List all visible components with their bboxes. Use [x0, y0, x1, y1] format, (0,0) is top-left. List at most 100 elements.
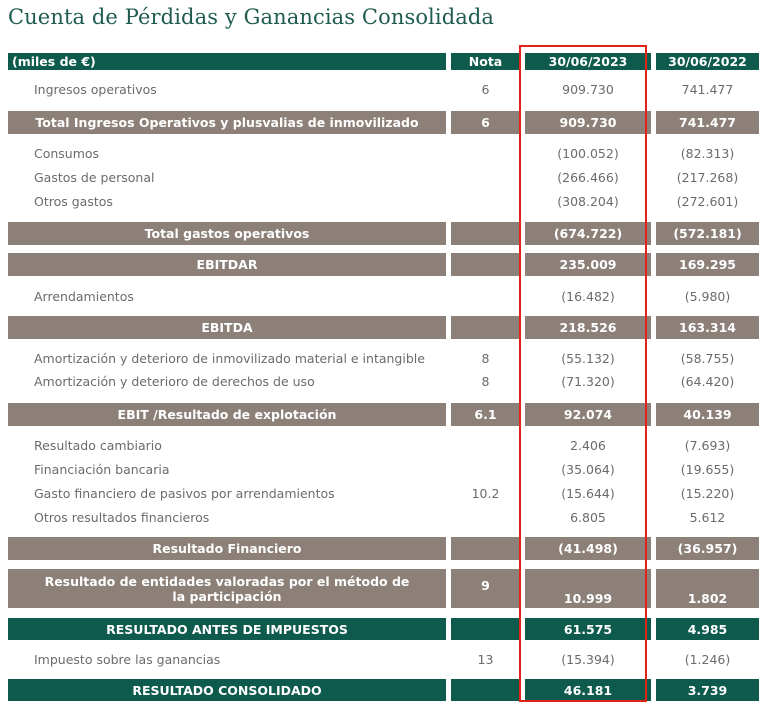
row-nota — [451, 316, 520, 339]
total-row: Resultado Financiero (41.498) (36.957) — [8, 537, 759, 560]
row-value-2022: (572.181) — [656, 222, 759, 245]
row-nota — [451, 434, 520, 456]
row-value-2022: 3.739 — [656, 679, 759, 701]
table-row: Otros resultados financieros 6.805 5.612 — [8, 506, 759, 528]
row-nota — [451, 142, 520, 164]
row-value-2022: 5.612 — [689, 509, 726, 525]
row-nota — [451, 618, 520, 640]
row-value-2023: (674.722) — [525, 222, 651, 245]
row-nota — [451, 222, 520, 245]
row-value-2022: (58.755) — [680, 350, 735, 366]
total-row: Total gastos operativos (674.722) (572.1… — [8, 222, 759, 245]
table-row: Financiación bancaria (35.064) (19.655) — [8, 458, 759, 480]
row-value-2023: (41.498) — [525, 537, 651, 560]
row-label: Amortización y deterioro de derechos de … — [34, 373, 315, 389]
row-label: Arrendamientos — [34, 288, 134, 304]
row-value-2023: (35.064) — [561, 461, 615, 477]
page-title: Cuenta de Pérdidas y Ganancias Consolida… — [8, 5, 495, 29]
row-label: Gasto financiero de pasivos por arrendam… — [34, 485, 335, 501]
row-label: RESULTADO ANTES DE IMPUESTOS — [8, 618, 446, 640]
row-value-2023: 218.526 — [525, 316, 651, 339]
row-value-2023: (100.052) — [557, 145, 619, 161]
row-nota: 9 — [451, 569, 520, 608]
total-row: EBITDA 218.526 163.314 — [8, 316, 759, 339]
row-value-2022: (15.220) — [680, 485, 735, 501]
header-date-2023: 30/06/2023 — [525, 53, 651, 70]
row-value-2022: 4.985 — [656, 618, 759, 640]
row-value-2022: (19.655) — [680, 461, 735, 477]
row-label: Resultado Financiero — [8, 537, 446, 560]
row-value-2022: (1.246) — [684, 651, 731, 667]
row-value-2023: (266.466) — [557, 169, 619, 185]
row-label: EBITDA — [8, 316, 446, 339]
row-value-2023: (16.482) — [561, 288, 615, 304]
total-row: EBITDAR 235.009 169.295 — [8, 253, 759, 276]
row-value-2023: (15.394) — [561, 651, 615, 667]
row-value-2023: 61.575 — [525, 618, 651, 640]
row-nota — [451, 506, 520, 528]
row-label: Resultado cambiario — [34, 437, 162, 453]
row-label: Gastos de personal — [34, 169, 155, 185]
row-value-2022: (82.313) — [680, 145, 735, 161]
row-value-2022: (217.268) — [676, 169, 739, 185]
row-nota — [451, 190, 520, 212]
row-nota — [451, 537, 520, 560]
row-label: Total gastos operativos — [8, 222, 446, 245]
row-label: EBIT /Resultado de explotación — [8, 403, 446, 426]
header-label: (miles de €) — [8, 53, 446, 70]
row-value-2023: 10.999 — [525, 569, 651, 608]
row-nota — [451, 458, 520, 480]
row-value-2023: (15.644) — [561, 485, 615, 501]
row-value-2023: 2.406 — [570, 437, 606, 453]
row-nota — [451, 166, 520, 188]
row-nota — [451, 253, 520, 276]
row-value-2023: (71.320) — [561, 373, 615, 389]
row-nota: 6.1 — [451, 403, 520, 426]
row-value-2022: (36.957) — [656, 537, 759, 560]
row-value-2022: 741.477 — [656, 111, 759, 134]
row-value-2022: (272.601) — [676, 193, 739, 209]
table-row: Ingresos operativos 6 909.730 741.477 — [8, 78, 759, 100]
row-value-2022: 169.295 — [656, 253, 759, 276]
row-value-2022: 1.802 — [656, 569, 759, 608]
row-value-2023: 92.074 — [525, 403, 651, 426]
table-row: Consumos (100.052) (82.313) — [8, 142, 759, 164]
row-value-2023: 235.009 — [525, 253, 651, 276]
row-nota: 10.2 — [471, 485, 500, 501]
row-label: Amortización y deterioro de inmovilizado… — [34, 350, 425, 366]
row-value-2023: 46.181 — [525, 679, 651, 701]
row-label: Consumos — [34, 145, 100, 161]
row-value-2023: (55.132) — [561, 350, 615, 366]
row-nota: 8 — [481, 350, 490, 366]
row-value-2023: (308.204) — [557, 193, 619, 209]
row-value-2023: 909.730 — [525, 111, 651, 134]
table-row: Resultado cambiario 2.406 (7.693) — [8, 434, 759, 456]
row-value-2022: 741.477 — [681, 81, 734, 97]
total-row: RESULTADO CONSOLIDADO 46.181 3.739 — [8, 679, 759, 701]
row-label: Financiación bancaria — [34, 461, 170, 477]
row-value-2023: 6.805 — [570, 509, 606, 525]
table-row: Gastos de personal (266.466) (217.268) — [8, 166, 759, 188]
row-value-2022: 40.139 — [656, 403, 759, 426]
total-row: RESULTADO ANTES DE IMPUESTOS 61.575 4.98… — [8, 618, 759, 640]
row-value-2022: (64.420) — [680, 373, 735, 389]
row-value-2022: 163.314 — [656, 316, 759, 339]
row-nota — [451, 285, 520, 307]
row-label: Ingresos operativos — [34, 81, 157, 97]
total-row: Resultado de entidades valoradas por el … — [8, 569, 759, 608]
total-row: EBIT /Resultado de explotación 6.1 92.07… — [8, 403, 759, 426]
total-row: Total Ingresos Operativos y plusvalias d… — [8, 111, 759, 134]
row-nota: 13 — [477, 651, 494, 667]
row-label: EBITDAR — [8, 253, 446, 276]
row-label: RESULTADO CONSOLIDADO — [8, 679, 446, 701]
table-row: Gasto financiero de pasivos por arrendam… — [8, 482, 759, 504]
table-header: (miles de €) Nota 30/06/2023 30/06/2022 — [8, 53, 759, 70]
row-nota — [451, 679, 520, 701]
header-nota: Nota — [451, 53, 520, 70]
row-value-2022: (5.980) — [684, 288, 731, 304]
header-date-2022: 30/06/2022 — [656, 53, 759, 70]
row-label: Resultado de entidades valoradas por el … — [8, 569, 446, 608]
row-label: Total Ingresos Operativos y plusvalias d… — [8, 111, 446, 134]
row-label: Otros gastos — [34, 193, 113, 209]
row-value-2022: (7.693) — [684, 437, 731, 453]
